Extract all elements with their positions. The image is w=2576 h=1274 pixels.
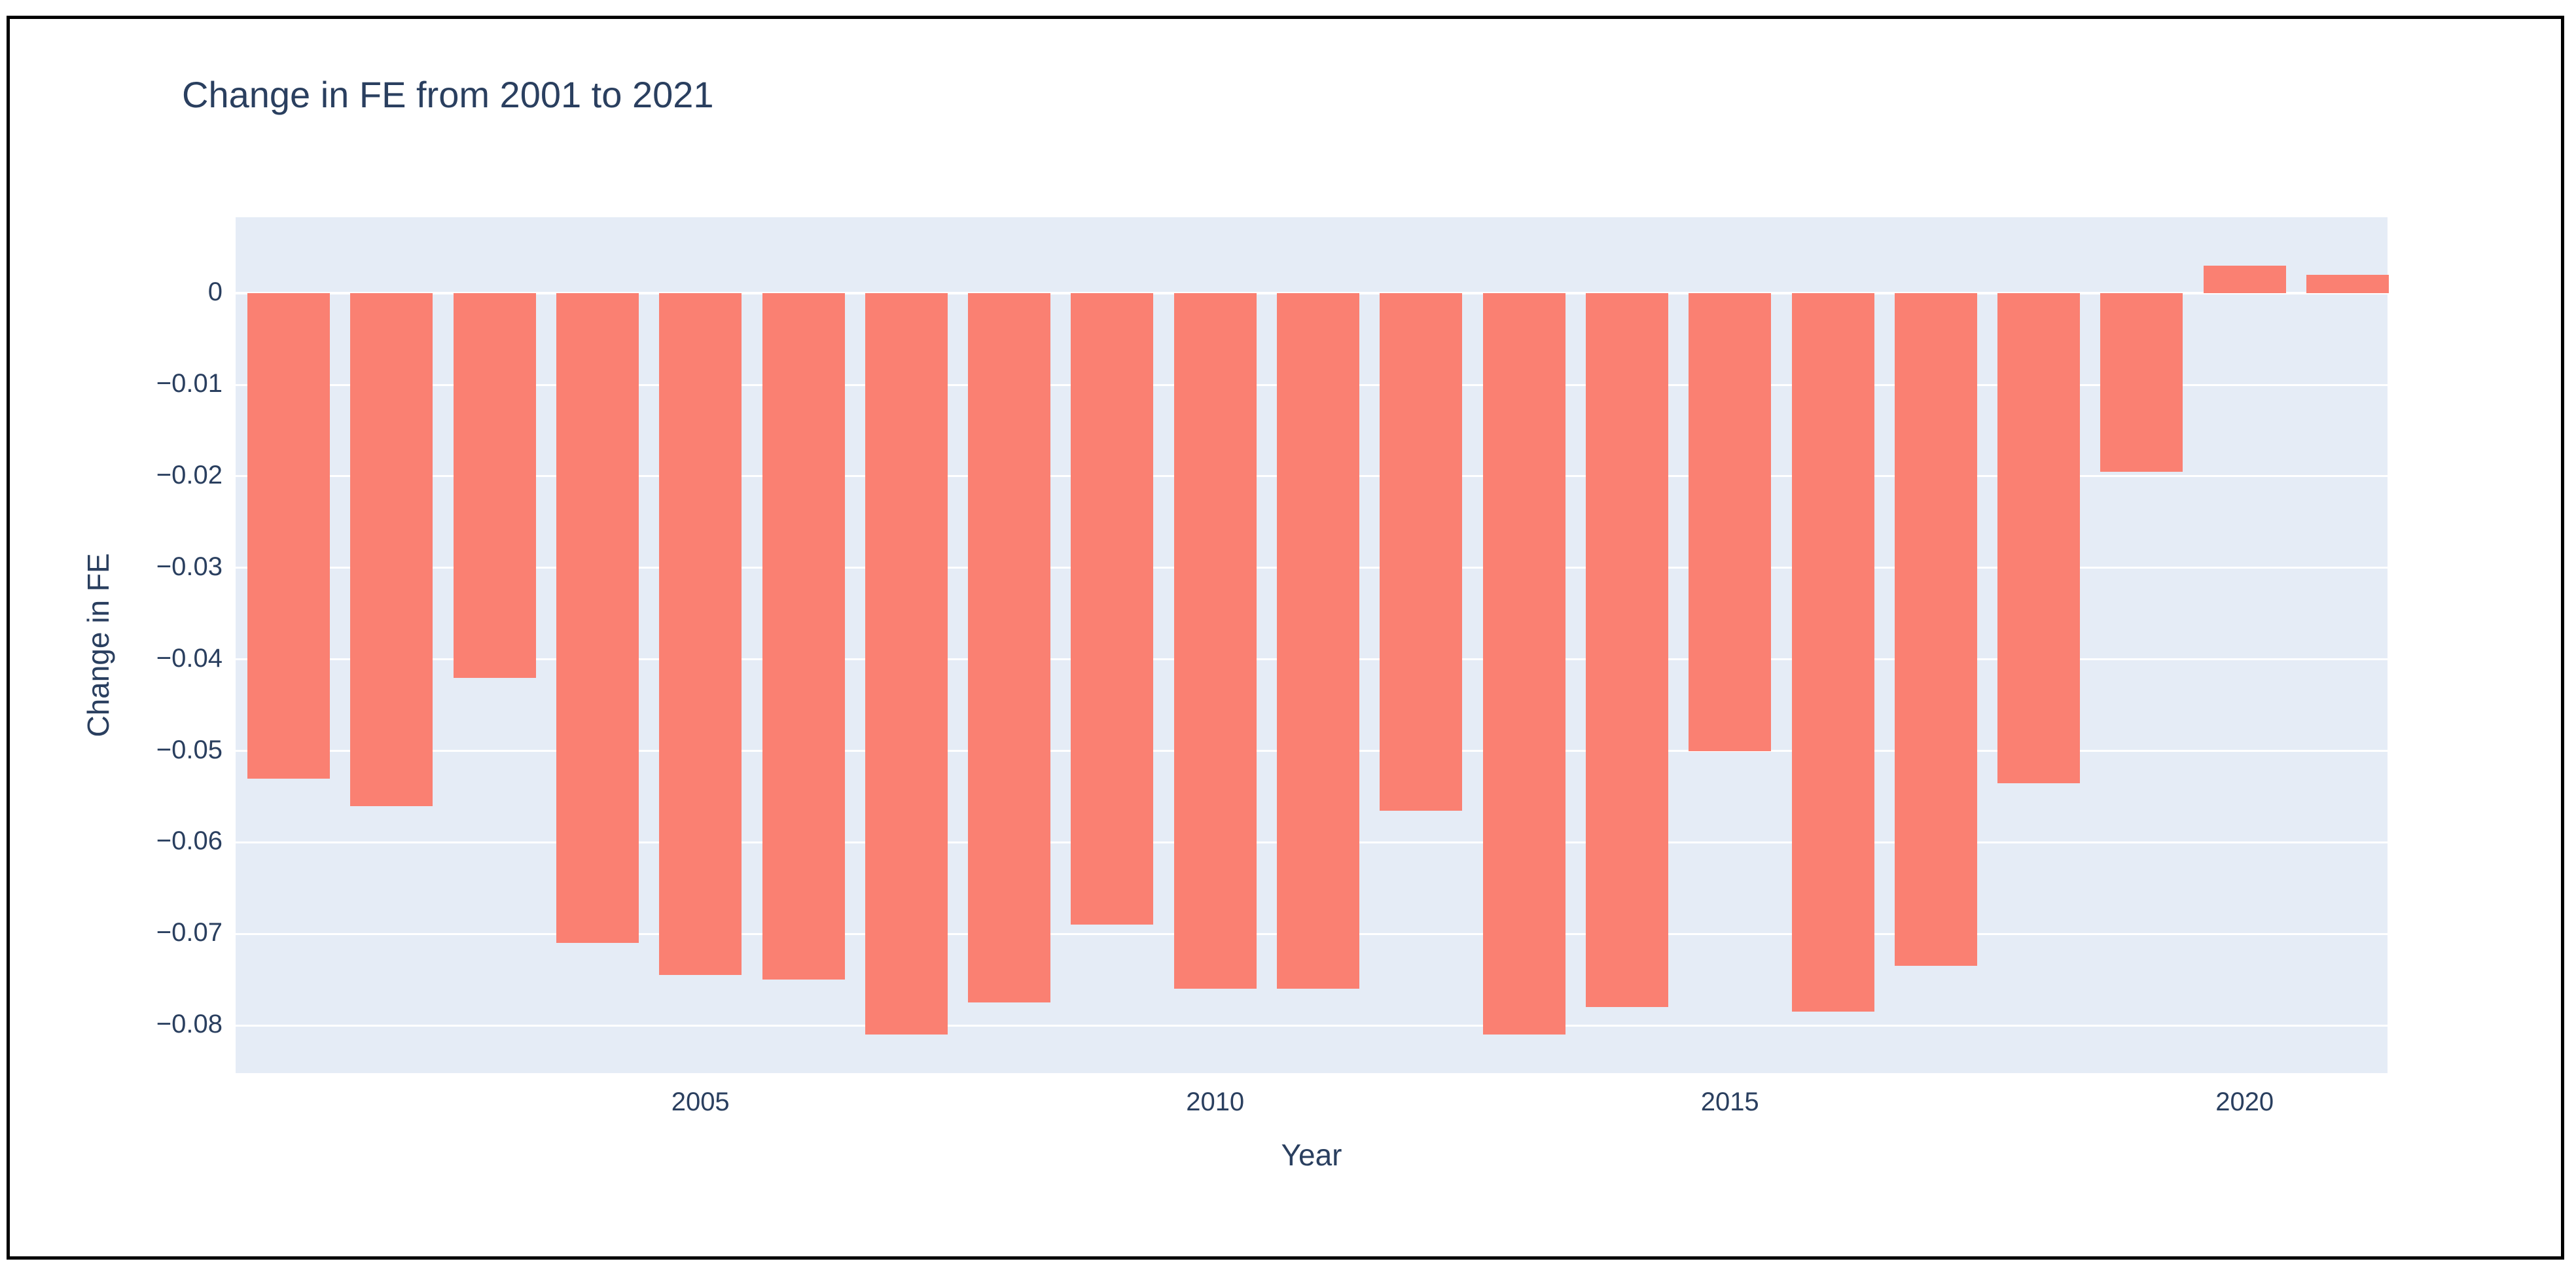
bar-2012[interactable] — [1380, 293, 1463, 811]
bar-2016[interactable] — [1791, 293, 1874, 1012]
y-tick-label: −0.05 — [156, 735, 223, 764]
bar-2011[interactable] — [1277, 293, 1359, 989]
y-tick-label: −0.08 — [156, 1010, 223, 1039]
bar-2006[interactable] — [762, 293, 845, 980]
y-tick-label: 0 — [207, 277, 223, 307]
y-tick-label: −0.07 — [156, 918, 223, 947]
x-tick-label: 2010 — [1186, 1088, 1245, 1116]
y-tick-label: −0.04 — [156, 643, 223, 673]
bar-2007[interactable] — [865, 293, 948, 1035]
plot-area[interactable] — [236, 217, 2389, 1073]
bar-2015[interactable] — [1689, 293, 1772, 751]
y-axis-title: Change in FE — [81, 553, 115, 737]
bar-2009[interactable] — [1071, 293, 1154, 925]
x-axis-title: Year — [1281, 1138, 1342, 1172]
bar-2013[interactable] — [1482, 293, 1565, 1035]
bar-2003[interactable] — [453, 293, 536, 678]
bar-2019[interactable] — [2100, 293, 2183, 472]
bar-2021[interactable] — [2306, 275, 2389, 294]
bar-2018[interactable] — [1997, 293, 2081, 783]
bar-2014[interactable] — [1585, 293, 1668, 1008]
bar-2005[interactable] — [659, 293, 742, 976]
bar-2004[interactable] — [556, 293, 639, 944]
chart-title: Change in FE from 2001 to 2021 — [182, 74, 714, 115]
y-tick-label: −0.03 — [156, 552, 223, 581]
gridline — [236, 1024, 2388, 1027]
y-tick-label: −0.06 — [156, 826, 223, 856]
bar-2001[interactable] — [247, 293, 330, 779]
x-tick-label: 2015 — [1700, 1088, 1759, 1116]
bar-2017[interactable] — [1894, 293, 1977, 966]
x-tick-label: 2005 — [671, 1088, 730, 1116]
y-tick-label: −0.01 — [156, 369, 223, 398]
bar-2008[interactable] — [968, 293, 1051, 1003]
y-tick-label: −0.02 — [156, 460, 223, 489]
x-tick-label: 2020 — [2215, 1088, 2274, 1116]
bar-2020[interactable] — [2203, 266, 2286, 294]
bar-2002[interactable] — [350, 293, 433, 806]
bar-2010[interactable] — [1173, 293, 1257, 989]
